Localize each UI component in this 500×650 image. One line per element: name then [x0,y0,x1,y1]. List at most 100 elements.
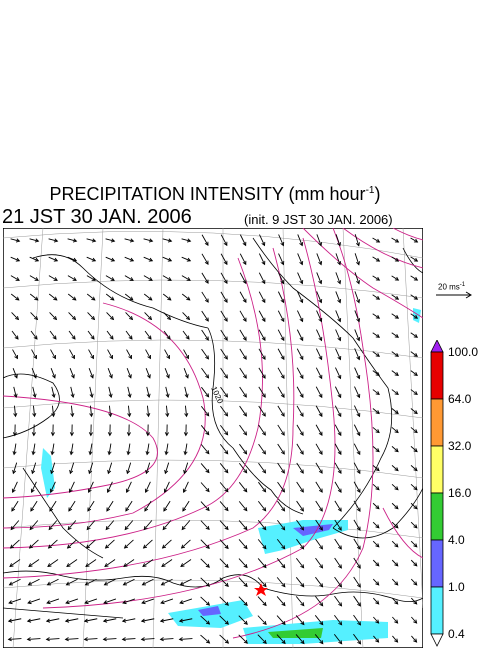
wind-arrow [354,367,360,379]
wind-arrow [106,330,114,340]
wind-arrow-head [413,314,419,319]
wind-arrow [372,465,380,471]
wind-arrow [238,482,248,492]
wind-arrow-head [262,450,266,455]
wind-arrow-head [413,276,419,281]
wind-arrow-head [103,600,108,605]
wind-arrow [277,481,285,493]
wind-arrow-head [394,352,399,357]
wind-arrow [49,500,57,512]
wind-arrow-head [318,488,323,493]
wind-arrow [296,367,304,379]
wind-arrow-head [46,581,51,586]
wind-arrow-head [121,618,127,623]
wind-arrow [84,598,98,604]
wind-arrow-head [91,296,96,301]
wind-arrow [86,293,96,301]
wind-arrow [143,238,153,242]
wind-arrow [296,310,304,322]
wind-arrow-head [167,257,173,262]
wind-arrow [297,253,303,265]
wind-arrow [162,539,172,549]
wind-arrow [49,330,57,340]
wind-arrow-head [205,620,211,625]
wind-arrow [391,408,399,414]
wind-arrow [124,520,134,530]
wind-arrow [278,234,284,246]
wind-arrow [165,386,169,398]
wind-arrow [296,481,304,493]
wind-arrow [144,312,152,320]
wind-arrow [239,386,247,398]
wind-arrow [372,408,380,414]
wind-arrow [220,367,228,379]
wind-arrow [67,256,77,262]
wind-arrow-head [394,257,400,262]
wind-arrow-head [318,355,323,361]
wind-arrow [181,256,191,262]
wind-arrow [277,500,285,512]
wind-arrow [316,291,322,303]
wind-arrow-head [281,620,286,626]
wind-arrow-head [164,451,169,456]
wind-arrow [335,272,341,284]
wind-arrow-head [145,451,150,456]
precip-light-5 [413,308,421,323]
wind-arrow-head [413,638,418,643]
wind-arrow [372,294,380,300]
wind-arrow [106,312,114,320]
wind-arrow [334,557,342,569]
wind-arrow [391,578,399,586]
wind-arrow [181,539,191,549]
wind-arrow [295,557,305,569]
wind-arrow [46,598,60,604]
wind-arrow-head [280,279,285,285]
wind-arrow-head [337,469,342,475]
wind-arrow-head [375,581,380,586]
wind-arrow-head [262,582,267,588]
wind-arrow-head [300,640,305,645]
wind-arrow [278,272,284,284]
wind-arrow-head [394,619,399,624]
wind-arrow [258,367,266,379]
wind-arrow [200,634,210,644]
wind-arrow-head [356,393,361,399]
wind-arrow-head [280,336,285,342]
wind-arrow [200,482,210,492]
wind-arrow-head [261,355,266,360]
wind-arrow-head [262,601,267,607]
wind-arrow-head [145,432,150,437]
wind-arrow [296,519,304,531]
wind-arrow-head [34,296,39,301]
wind-arrow-head [242,298,247,304]
wind-arrow-head [179,600,184,605]
wind-arrow [410,465,418,471]
wind-arrow-head [70,412,75,418]
wind-arrow [32,386,36,398]
wind-arrow [219,634,229,644]
wind-arrow-head [205,336,209,341]
wind-arrow [87,330,95,340]
wind-arrow-head [375,524,380,529]
wind-arrow-head [32,374,37,379]
wind-arrow [238,501,248,511]
wind-arrow-head [183,432,188,437]
wind-arrow [392,635,398,643]
wind-arrow-head [45,618,51,623]
wind-arrow-head [140,618,146,623]
wind-arrow-head [64,637,69,642]
wind-arrow-head [126,432,131,437]
wind-arrow [30,500,38,512]
wind-arrow-head [413,352,418,357]
wind-arrow-head [413,505,418,510]
wind-arrow-head [394,295,400,300]
wind-arrow-head [355,242,360,247]
wind-arrow-head [413,448,418,453]
wind-arrow [277,291,285,303]
wind-arrow [161,559,173,567]
wind-arrow [277,405,285,417]
wind-arrow [334,443,342,455]
wind-arrow-head [224,601,229,606]
wind-arrow-head [413,410,418,415]
wind-arrow-head [109,335,114,340]
